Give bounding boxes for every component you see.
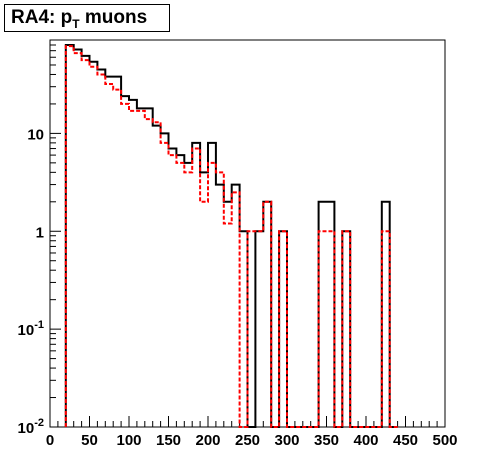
x-tick-label: 200 bbox=[195, 432, 220, 449]
x-tick-label: 0 bbox=[46, 432, 54, 449]
series-outline bbox=[64, 44, 398, 428]
x-tick-label: 50 bbox=[81, 432, 98, 449]
series-1 bbox=[64, 45, 398, 428]
chart-title-suffix: muons bbox=[79, 7, 148, 28]
x-tick-label: 400 bbox=[353, 432, 378, 449]
x-tick-label: 100 bbox=[116, 432, 141, 449]
y-tick-label: 10 bbox=[27, 126, 44, 143]
y-tick-label: 10-1 bbox=[18, 319, 44, 339]
y-tick-label: 10-2 bbox=[18, 417, 44, 437]
histogram-series bbox=[64, 44, 398, 428]
x-tick-label: 500 bbox=[432, 432, 457, 449]
x-tick-label: 350 bbox=[314, 432, 339, 449]
axis-labels: 0 50 100 150 200 250 300 350 400 450 500 10 1 10-1 10-… bbox=[18, 126, 458, 449]
series-outline bbox=[64, 45, 398, 428]
y-tick-label: 1 bbox=[36, 224, 44, 241]
x-tick-label: 450 bbox=[393, 432, 418, 449]
x-tick-label: 300 bbox=[274, 432, 299, 449]
x-tick-label: 250 bbox=[235, 432, 260, 449]
chart-title-main: RA4: p bbox=[11, 7, 73, 28]
x-tick-label: 150 bbox=[156, 432, 181, 449]
chart-title-subscript: T bbox=[72, 17, 80, 31]
series-0 bbox=[64, 44, 398, 428]
chart-title: RA4: pT muons bbox=[4, 4, 170, 32]
